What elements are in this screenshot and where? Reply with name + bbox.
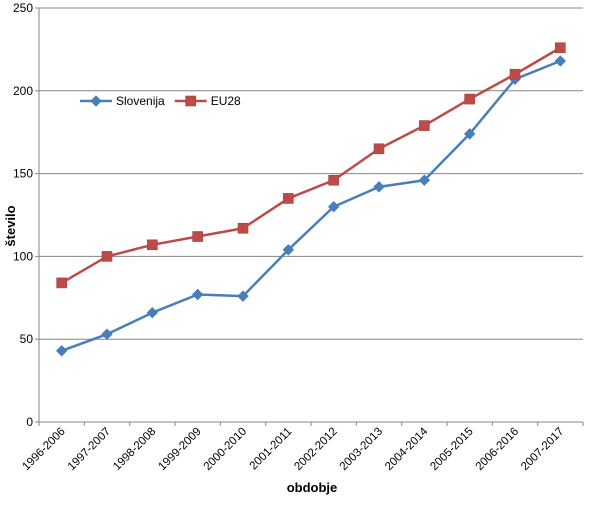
- data-point: [101, 328, 113, 340]
- data-point: [192, 231, 203, 242]
- data-point: [185, 95, 197, 107]
- data-point: [56, 277, 67, 289]
- data-point: [373, 181, 385, 193]
- y-tick-label: 250: [13, 1, 33, 15]
- series-line: [61, 46, 561, 284]
- data-point: [191, 288, 204, 301]
- data-point: [101, 251, 113, 262]
- legend-label: EU28: [211, 94, 241, 108]
- gridlines: [39, 7, 583, 340]
- data-point: [328, 174, 339, 186]
- data-point: [327, 201, 340, 213]
- y-tick-label: 150: [13, 167, 33, 181]
- data-point: [509, 68, 521, 80]
- legend-item: Slovenija: [80, 94, 165, 108]
- y-tick-labels: 0 50 100 150 200 250: [13, 1, 33, 429]
- y-tick-label: 50: [20, 332, 34, 346]
- x-tick-label: 2001-2011: [248, 426, 295, 473]
- data-point: [418, 174, 431, 186]
- x-tick-label: 1996-2006: [20, 426, 67, 473]
- x-tick-label: 2004-2014: [383, 425, 431, 473]
- data-point: [373, 143, 385, 155]
- x-tick-label: 1999-2009: [156, 426, 203, 473]
- x-tick-label: 2003-2013: [338, 426, 385, 473]
- series-line: [61, 59, 561, 352]
- data-point: [419, 120, 430, 131]
- x-tick-label: 2006-2016: [474, 426, 521, 473]
- x-axis-title: obdobje: [287, 480, 338, 495]
- data-point: [555, 42, 566, 54]
- data-point: [464, 93, 475, 105]
- data-point: [282, 244, 295, 256]
- legend: Slovenija EU28: [80, 94, 241, 108]
- x-tick-label: 2005-2015: [428, 426, 475, 473]
- series-layer: [55, 42, 567, 357]
- series-eu28: [56, 42, 566, 289]
- data-point: [463, 128, 476, 140]
- y-tick-label: 0: [26, 415, 33, 429]
- data-point: [554, 55, 567, 67]
- data-point: [237, 290, 249, 302]
- data-point: [283, 193, 294, 204]
- legend-item: EU28: [174, 94, 241, 108]
- data-point: [147, 239, 158, 251]
- data-point: [146, 306, 159, 319]
- x-tick-label: 1998-2008: [111, 426, 158, 473]
- data-point: [237, 222, 249, 234]
- x-tick-labels: 1996-20061997-20071998-20081999-20092000…: [20, 425, 566, 473]
- x-tick-label: 2002-2012: [292, 426, 339, 473]
- x-tick-label: 2007-2017: [519, 426, 566, 473]
- axes: [35, 7, 584, 426]
- y-axis-title: število: [3, 205, 18, 246]
- y-tick-label: 100: [13, 249, 33, 263]
- data-point: [90, 95, 102, 107]
- x-tick-label: 2000-2010: [202, 426, 249, 473]
- legend-label: Slovenija: [116, 94, 165, 108]
- x-tick-label: 1997-2007: [66, 426, 113, 473]
- y-tick-label: 200: [13, 84, 33, 98]
- data-point: [55, 345, 68, 357]
